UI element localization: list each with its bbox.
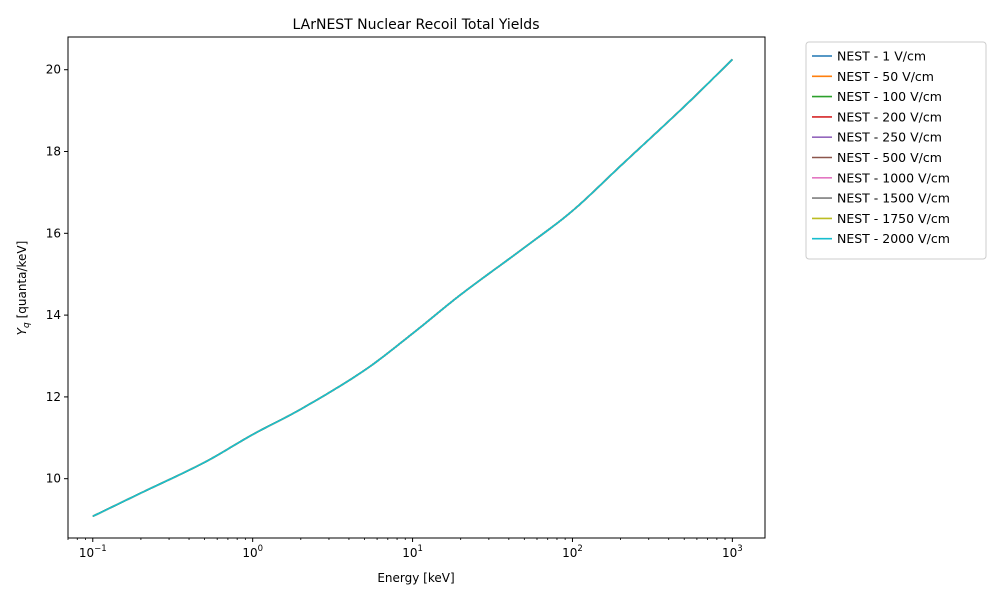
x-axis-label: Energy [keV] xyxy=(377,571,454,585)
x-tick-label: 103 xyxy=(722,544,743,560)
series-line-2 xyxy=(92,58,733,518)
legend-entry-label: NEST - 100 V/cm xyxy=(837,89,942,104)
legend-entry-label: NEST - 50 V/cm xyxy=(837,69,934,84)
x-tick-label-base: 10 xyxy=(722,546,737,560)
y-axis-label-subscript: q xyxy=(22,322,32,328)
y-axis-ticks: 10 12 14 16 18 20 xyxy=(46,63,68,486)
series-line-10 xyxy=(92,58,733,518)
plot-frame xyxy=(67,36,766,539)
y-tick-label: 20 xyxy=(46,63,61,77)
y-axis-label-symbol: Y xyxy=(15,326,29,335)
legend-box xyxy=(805,41,987,260)
x-tick-label-exponent: 0 xyxy=(258,544,263,554)
series-line-8 xyxy=(92,58,733,518)
y-tick-label: 18 xyxy=(46,145,61,159)
y-tick-label: 14 xyxy=(46,308,61,322)
y-axis-label: Yq [quanta/keV] xyxy=(15,241,32,336)
legend-entry-label: NEST - 250 V/cm xyxy=(837,130,942,145)
x-tick-label-base: 10 xyxy=(79,546,94,560)
x-tick-label-exponent: 3 xyxy=(737,544,742,554)
y-tick-label: 16 xyxy=(46,226,61,240)
series-line-3 xyxy=(92,58,733,518)
y-tick-label: 12 xyxy=(46,390,61,404)
legend: NEST - 1 V/cm NEST - 50 V/cm NEST - 100 V/… xyxy=(805,41,987,260)
x-tick-label: 10−1 xyxy=(79,544,107,560)
series-line-4 xyxy=(92,58,733,518)
series-line-5 xyxy=(92,58,733,518)
legend-entry-label: NEST - 1000 V/cm xyxy=(837,170,950,185)
x-tick-label-exponent: 1 xyxy=(417,544,422,554)
x-tick-label-exponent: −1 xyxy=(94,544,107,554)
chart-title: LArNEST Nuclear Recoil Total Yields xyxy=(293,17,540,33)
x-tick-label-base: 10 xyxy=(402,546,417,560)
legend-entry-label: NEST - 500 V/cm xyxy=(837,150,942,165)
series-line-6 xyxy=(92,58,733,518)
series-line-1 xyxy=(92,58,733,518)
x-tick-label: 101 xyxy=(402,544,423,560)
series-lines xyxy=(92,58,733,518)
x-tick-label-base: 10 xyxy=(242,546,257,560)
legend-entry-label: NEST - 2000 V/cm xyxy=(837,231,950,246)
legend-entry-label: NEST - 1500 V/cm xyxy=(837,191,950,206)
x-tick-label: 100 xyxy=(242,544,263,560)
x-tick-label-base: 10 xyxy=(562,546,577,560)
x-tick-label: 102 xyxy=(562,544,583,560)
legend-entry-label: NEST - 1750 V/cm xyxy=(837,211,950,226)
y-axis-label-units: [quanta/keV] xyxy=(15,241,29,323)
x-tick-label-exponent: 2 xyxy=(577,544,582,554)
legend-entry-label: NEST - 200 V/cm xyxy=(837,109,942,124)
series-line-7 xyxy=(92,58,733,518)
series-line-9 xyxy=(92,58,733,518)
y-tick-label: 10 xyxy=(46,472,61,486)
x-axis-ticks: 10−1 100 101 102 103 xyxy=(67,538,743,560)
legend-entry-label: NEST - 1 V/cm xyxy=(837,49,926,64)
